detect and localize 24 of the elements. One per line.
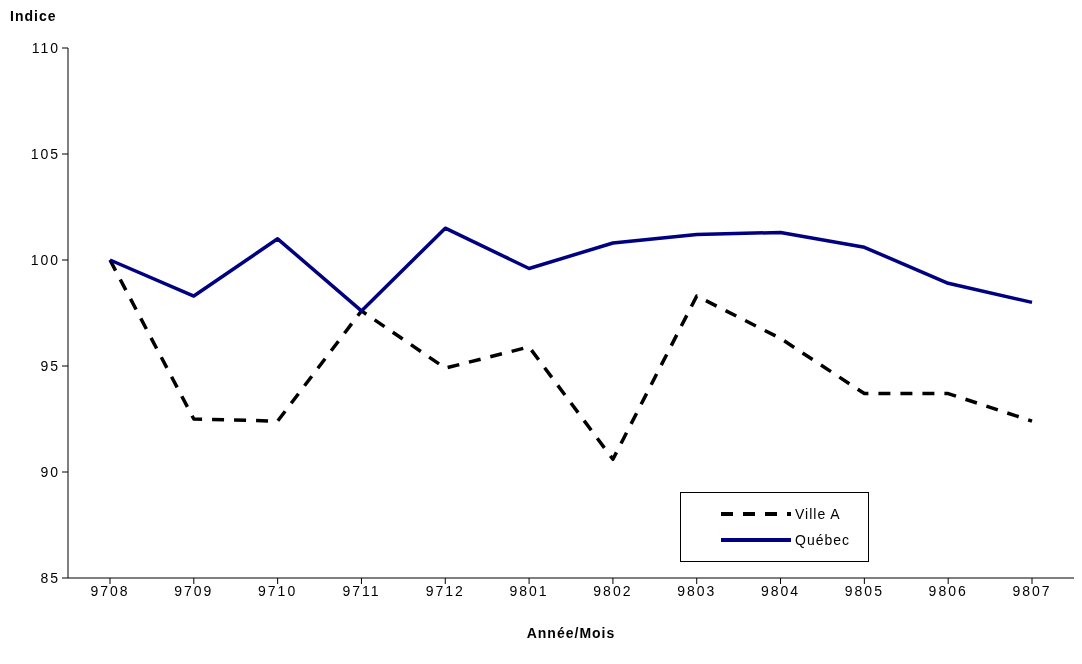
x-tick-label: 9804	[760, 582, 801, 599]
y-tick-label: 105	[30, 145, 60, 162]
x-tick-label: 9805	[844, 582, 884, 599]
y-tick-label: 95	[40, 357, 60, 374]
line-series	[108, 258, 1034, 462]
x-tick-label: 9711	[342, 582, 381, 599]
legend-label: Québec	[795, 532, 851, 548]
x-tick-label: 9807	[1012, 582, 1052, 599]
x-tick-label: 9708	[90, 582, 130, 599]
x-tick-label: 9803	[677, 582, 717, 599]
y-tick-label: 100	[30, 251, 60, 268]
x-tick-label: 9802	[593, 582, 633, 599]
legend-label: Ville A	[795, 506, 841, 522]
y-tick-label: 90	[40, 463, 60, 480]
y-tick-label: 110	[31, 39, 60, 56]
y-tick-label: 85	[40, 569, 60, 586]
x-tick-label: 9806	[928, 582, 968, 599]
x-tick-label: 9712	[425, 582, 465, 599]
x-axis-title: Année/Mois	[526, 625, 616, 641]
x-tick-label: 9709	[174, 582, 214, 599]
line-series	[108, 226, 1034, 313]
x-tick-label: 9710	[258, 582, 298, 599]
y-axis-title: Indice	[10, 8, 57, 24]
x-tick-label: 9801	[509, 582, 549, 599]
